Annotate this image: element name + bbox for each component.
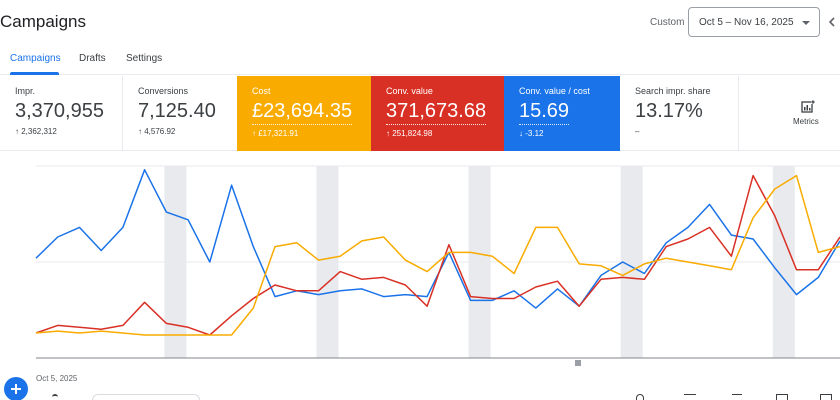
metrics-button-label: Metrics xyxy=(793,117,819,126)
scorecard-value: 15.69 xyxy=(519,99,570,125)
metrics-button[interactable]: Metrics xyxy=(740,76,840,151)
scorecard-conversions[interactable]: Conversions 7,125.40 ↑ 4,576.92 xyxy=(123,76,237,151)
filter-icon-partial[interactable] xyxy=(684,394,696,400)
expand-icon-partial[interactable] xyxy=(820,394,832,400)
date-range-picker[interactable]: Oct 5 – Nov 16, 2025 xyxy=(688,7,820,37)
chevron-left-icon[interactable] xyxy=(826,16,838,28)
scorecard-label: Conv. value / cost xyxy=(519,86,590,96)
dropdown-arrow-icon xyxy=(802,21,810,25)
arrow-down-icon: ↓ xyxy=(519,129,526,138)
arrow-up-icon: ↑ xyxy=(386,129,393,138)
scorecard-label: Cost xyxy=(252,86,271,96)
scorecard-divider xyxy=(122,76,123,151)
scorecard-delta: 2,362,312 xyxy=(21,127,57,136)
tab-campaigns[interactable]: Campaigns xyxy=(10,53,61,64)
tab-settings[interactable]: Settings xyxy=(126,53,163,64)
scorecard-search-impr-share[interactable]: Search impr. share 13.17% – xyxy=(620,76,738,151)
scorecard-cost[interactable]: Cost £23,694.35 ↑ £17,321.91 xyxy=(237,76,371,151)
scorecard-divider xyxy=(738,76,739,151)
series-line-conv-value-cost[interactable] xyxy=(35,169,840,309)
scorecard-label: Search impr. share xyxy=(635,86,711,96)
arrow-up-icon: ↑ xyxy=(138,127,145,136)
scorecard-label: Conversions xyxy=(138,86,189,96)
segment-icon-partial[interactable] xyxy=(732,394,742,400)
scorecard-delta: 4,576.92 xyxy=(144,127,176,136)
page-header: Campaigns Custom Oct 5 – Nov 16, 2025 xyxy=(0,0,840,46)
scorecard-label: Impr. xyxy=(15,86,36,96)
scorecard-value: £23,694.35 xyxy=(252,99,353,125)
filter-chip-partial[interactable] xyxy=(92,394,200,400)
search-icon-partial[interactable] xyxy=(636,394,644,400)
scorecard-value: 7,125.40 xyxy=(138,100,216,122)
scorecard-bar: Impr. 3,370,955 ↑ 2,362,312 Conversions … xyxy=(0,76,840,151)
series-line-conv-value[interactable] xyxy=(35,174,840,336)
date-range-value: Oct 5 – Nov 16, 2025 xyxy=(699,17,794,28)
page-title: Campaigns xyxy=(0,12,86,31)
scorecard-label: Conv. value xyxy=(386,86,433,96)
columns-icon-partial[interactable] xyxy=(776,394,788,400)
scorecard-value: 371,673.68 xyxy=(386,99,487,125)
arrow-up-icon: ↑ xyxy=(252,129,259,138)
scorecard-value: 3,370,955 xyxy=(15,100,104,122)
scorecard-value: 13.17% xyxy=(635,100,703,122)
add-chart-icon xyxy=(801,100,815,113)
x-axis-start-label: Oct 5, 2025 xyxy=(36,374,78,383)
scorecard-delta: – xyxy=(635,127,640,136)
toolbar-icon-partial[interactable] xyxy=(52,394,58,400)
active-tab-indicator xyxy=(10,72,59,75)
tab-bar: Campaigns Drafts Settings xyxy=(0,46,840,75)
scorecard-conv-value[interactable]: Conv. value 371,673.68 ↑ 251,824.98 xyxy=(371,76,504,151)
series-line-cost[interactable] xyxy=(35,174,840,336)
date-range-label: Custom xyxy=(650,17,685,28)
tab-drafts[interactable]: Drafts xyxy=(79,53,106,64)
create-fab-button[interactable] xyxy=(4,377,28,400)
performance-chart[interactable] xyxy=(0,152,840,372)
scorecard-delta: £17,321.91 xyxy=(258,129,299,138)
scorecard-conv-value-cost[interactable]: Conv. value / cost 15.69 ↓ -3.12 xyxy=(504,76,620,151)
chart-range-handle[interactable] xyxy=(575,360,581,366)
arrow-up-icon: ↑ xyxy=(15,127,22,136)
scorecard-delta: -3.12 xyxy=(525,129,544,138)
scorecard-delta: 251,824.98 xyxy=(392,129,433,138)
scorecard-impressions[interactable]: Impr. 3,370,955 ↑ 2,362,312 xyxy=(0,76,122,151)
